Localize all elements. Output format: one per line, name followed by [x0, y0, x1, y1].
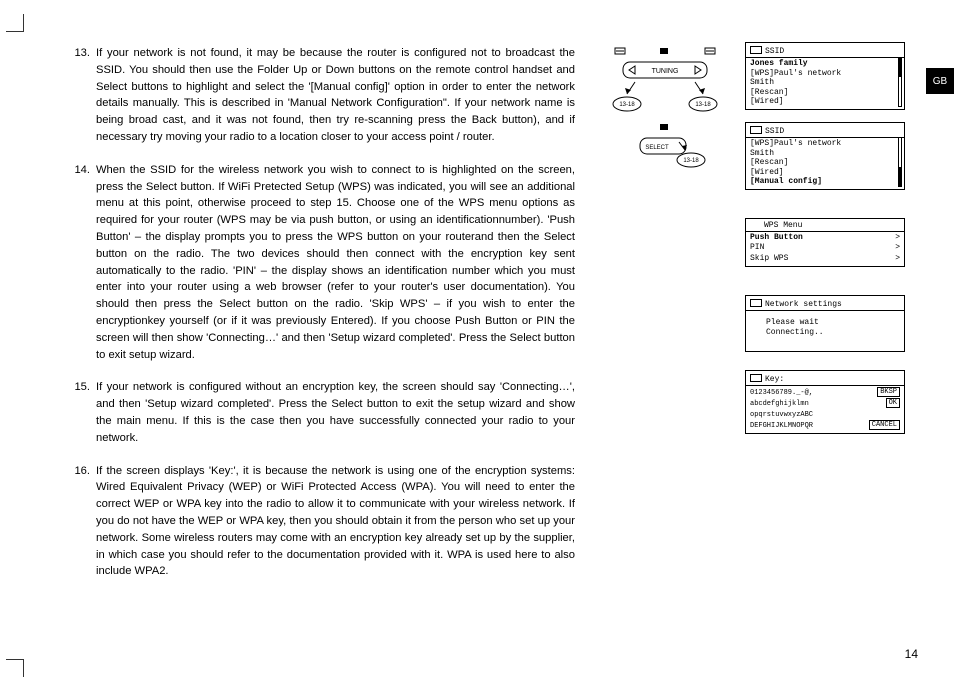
screen-title-text: SSID: [765, 127, 784, 136]
svg-text:13-18: 13-18: [695, 102, 711, 108]
instruction-number: 16.: [70, 463, 96, 581]
tuning-label: TUNING: [652, 68, 679, 75]
instruction-item: 16. If the screen displays 'Key:', it is…: [70, 463, 575, 581]
instruction-text: If your network is not found, it may be …: [96, 45, 575, 146]
svg-text:SELECT: SELECT: [645, 145, 669, 151]
instruction-text: When the SSID for the wireless network y…: [96, 162, 575, 364]
screen-network-settings: Network settings Please wait Connecting.…: [745, 295, 905, 352]
svg-text:13-18: 13-18: [619, 102, 635, 108]
instruction-item: 15. If your network is configured withou…: [70, 379, 575, 446]
key-button-bksp: BKSP: [877, 387, 900, 397]
screen-ssid-2: SSID [WPS]Paul's network Smith [Rescan] …: [745, 122, 905, 190]
key-row: DEFGHIJKLMNOPQR: [750, 422, 813, 430]
screen-title-text: SSID: [765, 47, 784, 56]
svg-text:13-18: 13-18: [683, 158, 699, 164]
screen-line: [Wired]: [750, 168, 900, 178]
key-row: abcdefghijklmn: [750, 400, 809, 408]
screen-wps-menu: WPS Menu Push Button > PIN > Skip WPS >: [745, 218, 905, 267]
crop-mark-top-left: [6, 14, 24, 32]
wps-option: Skip WPS: [750, 254, 788, 264]
crop-mark-bottom-left: [6, 659, 24, 677]
screen-line: Connecting..: [766, 328, 900, 338]
language-tab: GB: [926, 68, 954, 94]
page-number: 14: [905, 647, 918, 661]
wps-chevron-icon: >: [895, 233, 900, 243]
instruction-item: 14. When the SSID for the wireless netwo…: [70, 162, 575, 364]
screen-title-text: Key:: [765, 375, 784, 384]
screens-stack: SSID Jones family [WPS]Paul's network Sm…: [745, 42, 907, 446]
screen-line: Please wait: [766, 318, 900, 328]
screen-line: Smith: [750, 149, 900, 159]
instructions-column: 13. If your network is not found, it may…: [70, 45, 575, 596]
screen-title-text: WPS Menu: [764, 221, 802, 230]
screen-line: [WPS]Paul's network: [750, 69, 900, 79]
screen-line: Smith: [750, 78, 900, 88]
key-button-cancel: CANCEL: [869, 420, 900, 430]
instruction-number: 14.: [70, 162, 96, 364]
screen-line: [Rescan]: [750, 158, 900, 168]
key-row: opqrstuvwxyzABC: [750, 411, 813, 419]
screen-line: Jones family: [750, 59, 900, 69]
screen-line: [Rescan]: [750, 88, 900, 98]
screen-line: [Manual config]: [750, 177, 900, 187]
screen-line: [WPS]Paul's network: [750, 139, 900, 149]
remote-control-diagram: TUNING 13-18 13-18 SELECT: [605, 42, 735, 212]
instruction-number: 13.: [70, 45, 96, 146]
screen-key-entry: Key: 0123456789._-@, BKSP abcdefghijklmn O…: [745, 370, 905, 434]
screen-title-text: Network settings: [765, 300, 842, 309]
wps-chevron-icon: >: [895, 243, 900, 253]
screen-line: [Wired]: [750, 97, 900, 107]
key-button-ok: OK: [886, 398, 900, 408]
instruction-item: 13. If your network is not found, it may…: [70, 45, 575, 146]
wps-option: PIN: [750, 243, 764, 253]
key-row: 0123456789._-@,: [750, 389, 813, 397]
screen-ssid-1: SSID Jones family [WPS]Paul's network Sm…: [745, 42, 905, 110]
wps-chevron-icon: >: [895, 254, 900, 264]
wps-option: Push Button: [750, 233, 803, 243]
instruction-text: If your network is configured without an…: [96, 379, 575, 446]
instruction-number: 15.: [70, 379, 96, 446]
instruction-text: If the screen displays 'Key:', it is bec…: [96, 463, 575, 581]
